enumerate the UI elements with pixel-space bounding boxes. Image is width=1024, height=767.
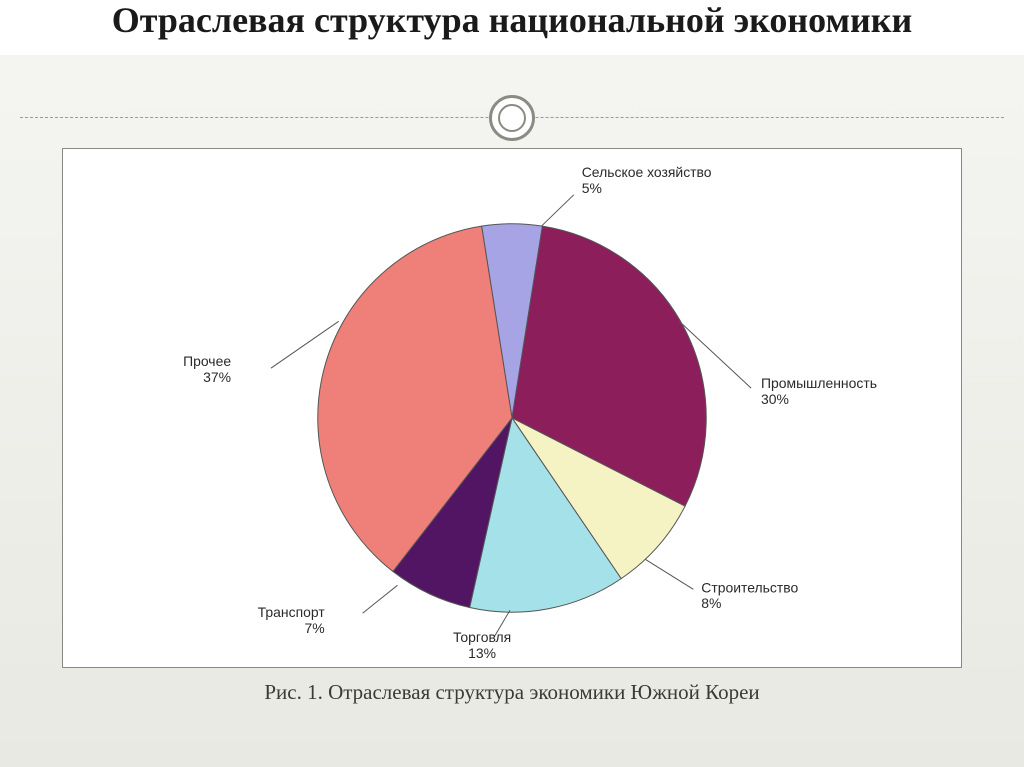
slice-label-name: Прочее bbox=[183, 353, 231, 369]
slice-label-percent: 37% bbox=[203, 369, 231, 385]
title-divider bbox=[0, 93, 1024, 143]
leader-line bbox=[363, 585, 398, 613]
slice-label-name: Сельское хозяйство bbox=[582, 164, 712, 180]
slice-label-name: Транспорт bbox=[258, 604, 326, 620]
pie-chart: Сельское хозяйство5% Промышленность30% Стр… bbox=[63, 149, 961, 667]
slice-label-name: Промышленность bbox=[761, 375, 877, 391]
slice-label-percent: 30% bbox=[761, 391, 789, 407]
slice-label-name: Торговля bbox=[453, 629, 511, 645]
leader-line bbox=[542, 195, 574, 226]
slice-label-percent: 5% bbox=[582, 180, 602, 196]
slice-label-name: Строительство bbox=[701, 579, 798, 595]
slice-label-percent: 13% bbox=[468, 645, 496, 661]
leader-line bbox=[645, 559, 693, 589]
figure-caption: Рис. 1. Отраслевая структура экономики Ю… bbox=[0, 680, 1024, 705]
page-title: Отраслевая структура национальной эконом… bbox=[0, 0, 1024, 55]
chart-panel: Сельское хозяйство5% Промышленность30% Стр… bbox=[62, 148, 962, 668]
slice-label-percent: 7% bbox=[305, 620, 325, 636]
slice-label-percent: 8% bbox=[701, 595, 721, 611]
divider-circle-inner bbox=[498, 104, 526, 132]
